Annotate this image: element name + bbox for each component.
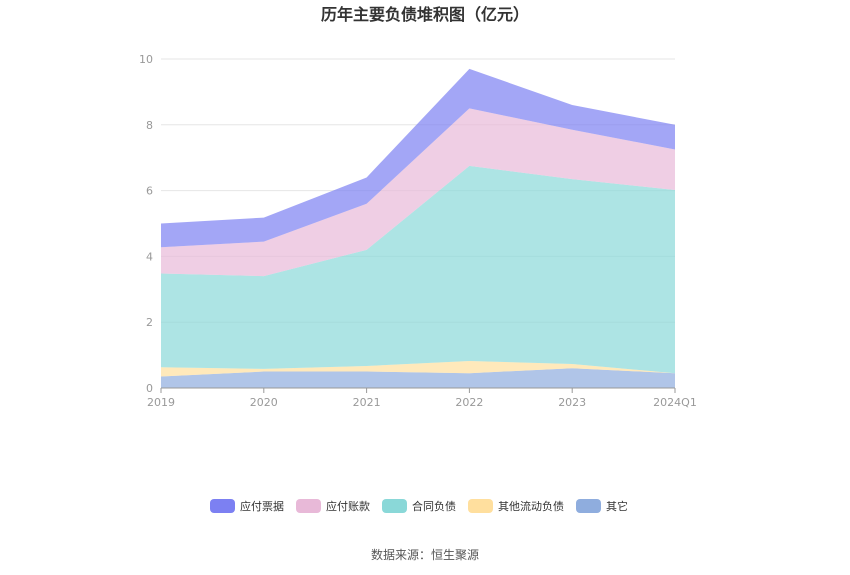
area-4 [161, 108, 675, 277]
legend-label: 应付票据 [240, 499, 284, 513]
legend-swatch [296, 499, 321, 513]
x-tick-label: 2020 [250, 396, 278, 409]
x-tick-label: 2023 [558, 396, 586, 409]
area-5 [161, 68, 675, 248]
legend-label: 合同负债 [412, 499, 456, 513]
legend-label: 其他流动负债 [498, 499, 564, 513]
area-3 [161, 165, 675, 374]
area-2 [161, 361, 675, 377]
y-tick-label: 10 [139, 53, 153, 66]
legend: 应付票据 应付账款 合同负债 其他流动负债 其它 [210, 499, 628, 513]
area-1 [161, 368, 675, 388]
legend-label: 其它 [606, 499, 628, 513]
area-series [161, 68, 675, 388]
axes: 0 2 4 6 8 10 2019 2020 2021 2022 2023 2024Q1 [139, 53, 697, 409]
y-tick-label: 0 [146, 382, 153, 395]
y-tick-label: 2 [146, 316, 153, 329]
x-tick-label: 2024Q1 [653, 396, 697, 409]
legend-swatch [468, 499, 493, 513]
legend-label: 应付账款 [326, 499, 370, 513]
data-source: 数据来源：恒生聚源 [371, 547, 479, 562]
y-tick-label: 4 [146, 250, 153, 263]
legend-swatch [382, 499, 407, 513]
y-tick-label: 8 [146, 119, 153, 132]
legend-swatch [576, 499, 601, 513]
x-tick-label: 2021 [353, 396, 381, 409]
x-tick-label: 2019 [147, 396, 175, 409]
x-tick-label: 2022 [455, 396, 483, 409]
y-tick-label: 6 [146, 185, 153, 198]
chart-title: 历年主要负债堆积图（亿元） [321, 5, 529, 24]
legend-swatch [210, 499, 235, 513]
